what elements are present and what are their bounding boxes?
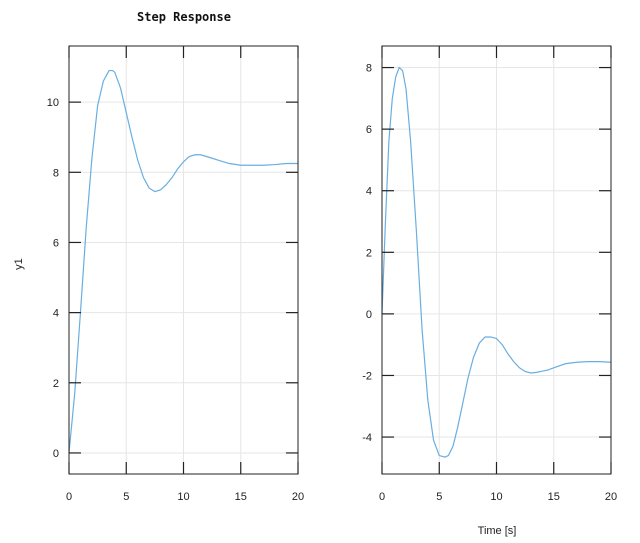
y-axis-label-left: y1 [13, 258, 25, 270]
x-axis-label: Time [s] [478, 525, 517, 537]
x-tick-label: 10 [177, 491, 189, 503]
plot-panel-left: 0 5 10 15 20 0 2 4 6 8 10 [47, 45, 304, 503]
x-tick-label: 15 [235, 491, 247, 503]
y-tick-label: 2 [53, 378, 59, 390]
series-line [68, 69, 298, 454]
y-tick-label: 6 [366, 124, 372, 136]
y-tick-label: 6 [53, 237, 59, 249]
x-tick-label: 20 [605, 491, 617, 503]
y-tick-label: 2 [366, 247, 372, 259]
x-tick-label: 15 [548, 491, 560, 503]
y-tick-label: 0 [366, 309, 372, 321]
plot-panel-right: 0 5 10 15 20 -4 -2 0 2 4 6 8 [362, 45, 617, 503]
y-tick-label: 4 [366, 186, 372, 198]
x-tick-label: 5 [436, 491, 442, 503]
y-tick-label: 8 [366, 63, 372, 75]
y-tick-label: 8 [53, 167, 59, 179]
x-tick-label: 0 [66, 491, 72, 503]
x-tick-label: 5 [123, 491, 129, 503]
y-tick-label: -2 [362, 370, 372, 382]
y-tick-label: 4 [53, 308, 59, 320]
y-tick-label: 0 [53, 448, 59, 460]
x-tick-label: 10 [490, 491, 502, 503]
y-tick-label: 10 [47, 97, 59, 109]
x-tick-label: 20 [292, 491, 304, 503]
series-line [381, 66, 612, 458]
x-tick-label: 0 [379, 491, 385, 503]
figure-title: Step Response [137, 10, 231, 24]
y-tick-label: -4 [362, 432, 372, 444]
